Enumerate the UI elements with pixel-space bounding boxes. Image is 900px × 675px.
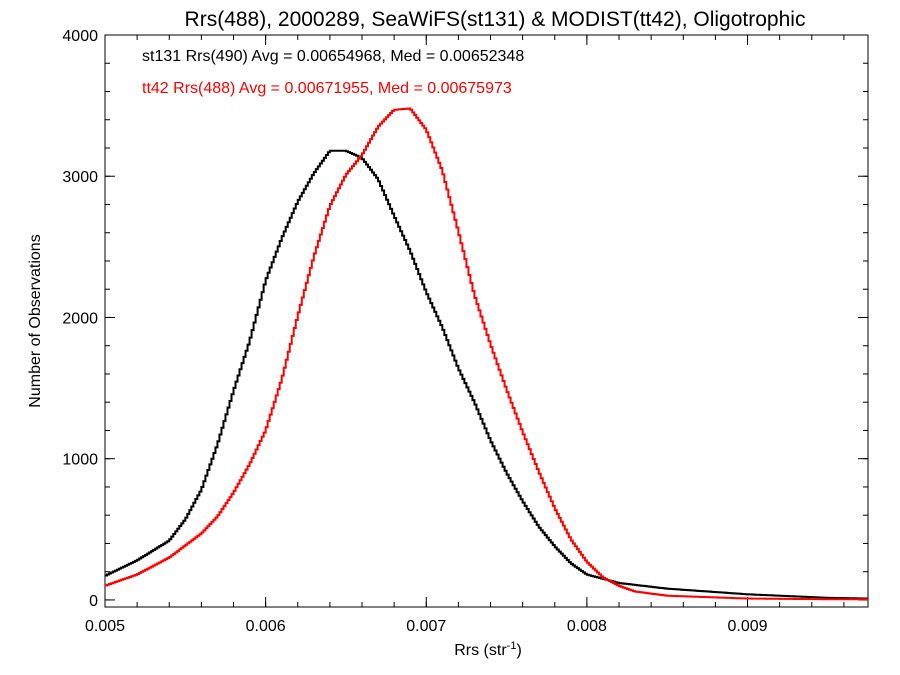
x-tick-label: 0.009 <box>728 618 768 635</box>
y-tick-label: 4000 <box>62 28 98 45</box>
series-tt42-line <box>105 107 868 601</box>
legend-entry-st131: st131 Rrs(490) Avg = 0.00654968, Med = 0… <box>142 48 524 65</box>
y-tick-label: 3000 <box>62 169 98 186</box>
chart-title: Rrs(488), 2000289, SeaWiFS(st131) & MODI… <box>185 8 806 31</box>
y-tick-label: 2000 <box>62 310 98 327</box>
x-axis-label: Rrs (str-1) <box>454 640 522 659</box>
x-axis-label-close: ) <box>516 642 521 659</box>
x-tick-label: 0.006 <box>246 618 286 635</box>
y-tick-label: 1000 <box>62 452 98 469</box>
x-axis-ticks <box>104 35 845 607</box>
y-axis-ticks <box>105 34 868 601</box>
x-axis-label-main: Rrs (str <box>454 642 507 659</box>
legend-entry-tt42: tt42 Rrs(488) Avg = 0.00671955, Med = 0.… <box>142 80 512 97</box>
y-tick-label: 0 <box>89 593 98 610</box>
y-axis-tick-labels: 0 1000 2000 3000 4000 <box>62 28 98 610</box>
x-axis-tick-labels: 0.005 0.006 0.007 0.008 0.009 <box>85 618 768 635</box>
series-layer <box>105 107 868 601</box>
y-axis-label: Number of Observations <box>27 234 44 407</box>
plot-frame <box>104 34 869 608</box>
x-axis-label-superscript: -1 <box>507 640 517 652</box>
x-tick-label: 0.007 <box>406 618 446 635</box>
series-st131-line <box>105 149 868 600</box>
x-tick-label: 0.005 <box>85 618 125 635</box>
x-tick-label: 0.008 <box>567 618 607 635</box>
